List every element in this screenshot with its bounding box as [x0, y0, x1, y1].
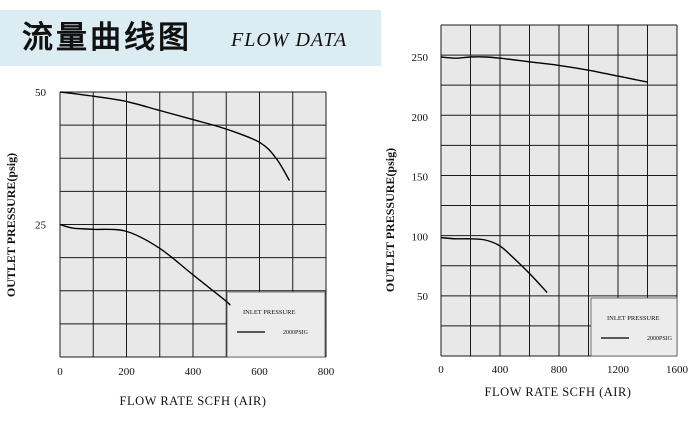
- right-x-tick-label: 1600: [666, 364, 689, 376]
- right-y-axis-title: OUTLET PRESSURE(psig): [383, 148, 397, 292]
- page-title-chinese: 流量曲线图: [22, 20, 192, 56]
- right-x-axis-title: FLOW RATE SCFH (AIR): [485, 385, 632, 399]
- right-legend-title: INLET PRESSURE: [607, 315, 659, 322]
- left-y-axis-title: OUTLET PRESSURE(psig): [4, 153, 18, 297]
- right-y-tick-label: 250: [412, 52, 429, 64]
- right-y-tick-label: 200: [412, 112, 429, 124]
- header-banner: 流量曲线图 FLOW DATA: [0, 10, 381, 66]
- left-x-tick-label: 400: [185, 366, 202, 378]
- left-x-axis-title: FLOW RATE SCFH (AIR): [120, 394, 267, 408]
- left-legend-entry: 2000PSIG: [283, 330, 309, 336]
- page-title-english: FLOW DATA: [231, 29, 348, 51]
- left-x-tick-label: 800: [318, 366, 335, 378]
- left-x-tick-label: 600: [251, 366, 268, 378]
- right-x-tick-label: 1200: [607, 364, 630, 376]
- left-series-line-2: [59, 223, 231, 306]
- left-legend-title: INLET PRESSURE: [243, 309, 295, 316]
- left-y-tick-label: 25: [35, 220, 47, 232]
- right-series-line-2: [440, 236, 548, 294]
- right-series-line-1: [440, 56, 648, 83]
- right-legend-box: [590, 297, 678, 357]
- left-legend-box: [226, 291, 326, 358]
- left-x-tick-label: 0: [57, 366, 63, 378]
- left-series-line-1: [59, 91, 291, 181]
- right-y-tick-label: 100: [412, 231, 429, 243]
- right-legend-entry: 2000PSIG: [647, 336, 673, 342]
- left-y-tick-label: 50: [35, 87, 47, 99]
- flow-chart-right: INLET PRESSURE 2000PSIG 0 400 800 1200 1600 50 1…: [383, 24, 689, 399]
- right-x-tick-label: 0: [438, 364, 444, 376]
- left-x-tick-label: 200: [118, 366, 135, 378]
- right-x-tick-label: 800: [551, 364, 568, 376]
- right-y-tick-label: 150: [412, 172, 429, 184]
- right-y-tick-label: 50: [417, 291, 429, 303]
- right-x-tick-label: 400: [492, 364, 509, 376]
- flow-chart-left: INLET PRESSURE 2000PSIG 0 200 400 600 800 25 50 F…: [4, 87, 335, 408]
